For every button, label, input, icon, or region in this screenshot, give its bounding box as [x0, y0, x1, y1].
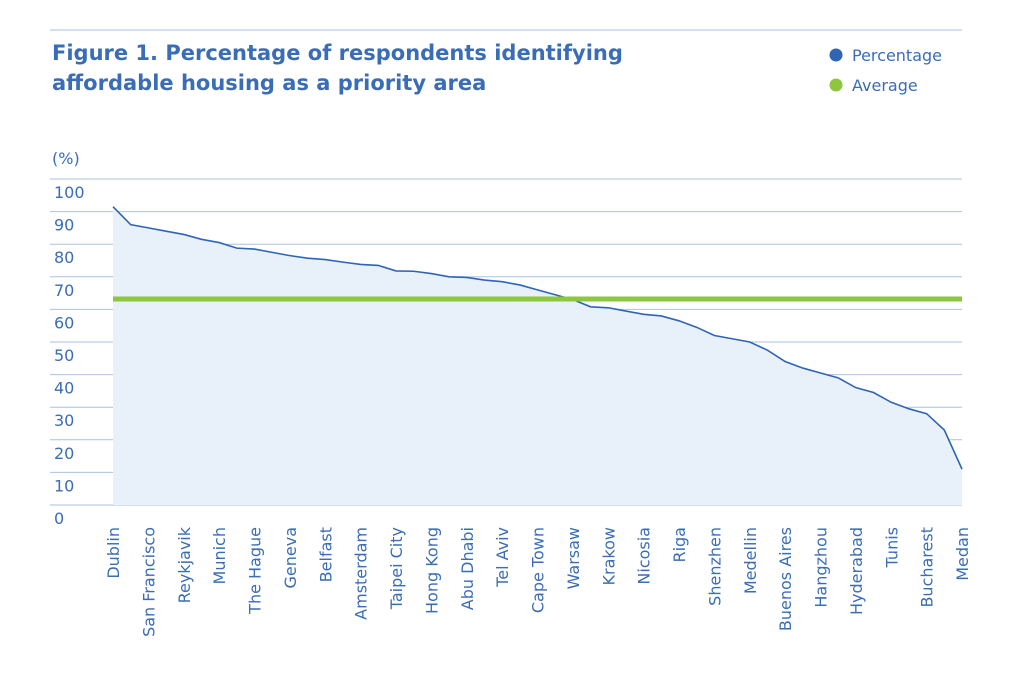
x-tick-label: San Francisco: [139, 527, 158, 637]
legend-marker: [829, 48, 843, 62]
y-tick-label: 60: [54, 313, 74, 332]
y-tick-label: 70: [54, 281, 74, 300]
y-tick-label: 30: [54, 411, 74, 430]
x-tick-label: Shenzhen: [705, 527, 724, 606]
x-tick-label: Hong Kong: [422, 527, 441, 614]
x-tick-label: Buenos Aires: [776, 527, 795, 631]
line: [112, 206, 963, 470]
legend-label: Percentage: [852, 46, 942, 65]
x-tick-label: Medellin: [741, 527, 760, 594]
y-tick-label: 80: [54, 248, 74, 267]
x-tick-label: Hangzhou: [812, 527, 831, 608]
x-tick-label: Krakow: [599, 527, 618, 585]
y-tick-label: 10: [54, 476, 74, 495]
y-tick-label: 0: [54, 509, 64, 528]
x-tick-label: Dublin: [104, 527, 123, 579]
area-fill: [113, 206, 962, 505]
x-tick-label: Geneva: [281, 527, 300, 589]
x-tick-label: Warsaw: [564, 527, 583, 589]
x-tick-label: Belfast: [316, 527, 335, 582]
x-tick-label: Tel Aviv: [493, 527, 512, 588]
x-tick-label: The Hague: [246, 527, 265, 615]
y-tick-label: 90: [54, 216, 74, 235]
legend-marker: [829, 78, 843, 92]
y-tick-label: 20: [54, 444, 74, 463]
x-tick-label: Taipei City: [387, 527, 406, 610]
x-tick-label: Amsterdam: [352, 527, 371, 620]
x-tick-label: Hyderabad: [847, 527, 866, 615]
x-tick-label: Reykjavik: [175, 526, 194, 603]
x-tick-label: Abu Dhabi: [458, 527, 477, 610]
x-tick-label: Nicosia: [635, 527, 654, 585]
x-tick-label: Tunis: [882, 527, 901, 568]
x-tick-label: Riga: [670, 527, 689, 563]
x-tick-label: Medan: [953, 527, 972, 581]
chart-title: Figure 1. Percentage of respondents iden…: [52, 41, 623, 95]
x-tick-label: Cape Town: [529, 527, 548, 613]
x-tick-label: Munich: [210, 527, 229, 584]
y-tick-label: 100: [54, 183, 85, 202]
legend-label: Average: [852, 76, 918, 95]
y-tick-label: 40: [54, 379, 74, 398]
y-axis-label: (%): [52, 149, 80, 168]
y-tick-label: 50: [54, 346, 74, 365]
x-tick-label: Bucharest: [918, 527, 937, 608]
